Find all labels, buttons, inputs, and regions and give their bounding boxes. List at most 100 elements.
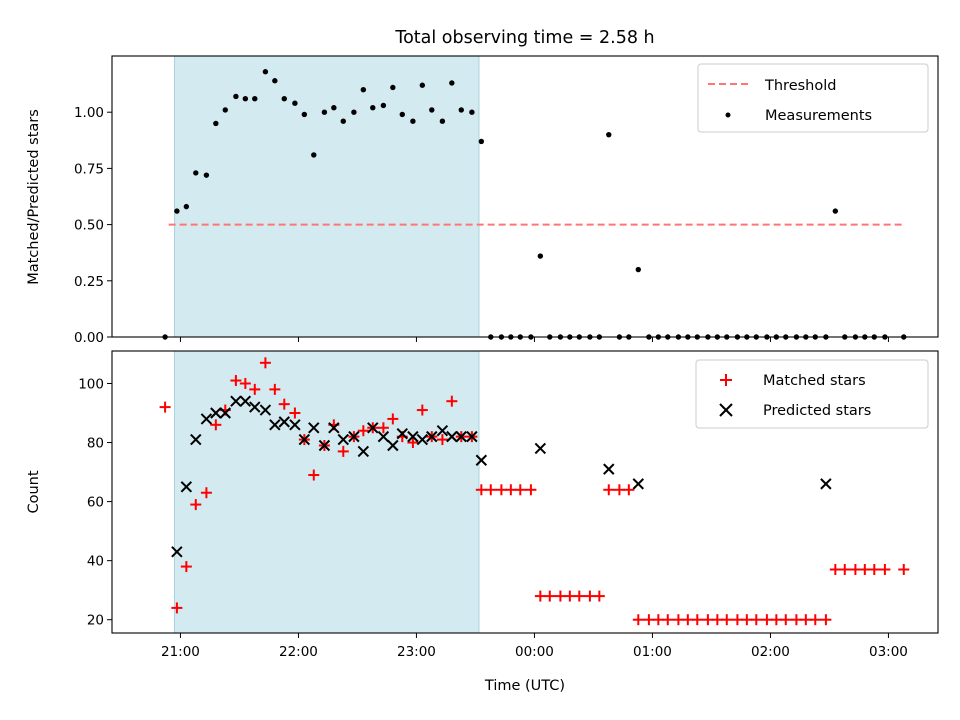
matched-star-point [171, 602, 183, 614]
matched-star-point [495, 484, 507, 496]
predicted-star-b [416, 433, 429, 446]
predicted-star-point [436, 425, 449, 437]
matched-star-point [564, 590, 576, 602]
legend-threshold-label: Threshold [764, 78, 836, 94]
predicted-star-point [249, 401, 261, 413]
predicted-star-point [190, 433, 202, 446]
measurement-point [469, 109, 475, 115]
matched-star-point [859, 564, 871, 576]
matched-star-point [721, 614, 733, 626]
legend-predicted-swatch [719, 403, 733, 417]
predicted-star-point [396, 427, 408, 440]
matched-star-point [682, 614, 694, 626]
ratio-panel: 0.00 0.25 0.50 0.75 1.00 Matched/Predicted s… [26, 55, 939, 346]
measurement-point [252, 96, 258, 102]
predicted-star-b [337, 433, 349, 446]
predicted-star-b [377, 430, 390, 443]
matched-star-point [839, 564, 851, 576]
measurement-point [635, 266, 641, 273]
measurement-point [399, 111, 405, 118]
matched-star-point [731, 614, 743, 626]
predicted-star-point [278, 416, 290, 428]
predicted-star-point [534, 442, 547, 455]
measurement-point [213, 120, 219, 127]
bottom-legend-box [695, 359, 929, 429]
matched-star-point [446, 395, 458, 407]
matched-star-point [554, 590, 566, 602]
measurement-point [606, 131, 612, 138]
matched-star-point [475, 484, 487, 496]
bottom-y-tick-label: 60 [87, 495, 104, 511]
top-x-ticks [179, 337, 889, 342]
predicted-star-point [455, 430, 467, 443]
predicted-star-point [259, 404, 272, 416]
measurement-point [419, 82, 426, 88]
predicted-star-point [269, 419, 281, 431]
predicted-star-point [407, 430, 419, 443]
measurement-point [301, 111, 308, 118]
x-tick-label: 21:00 [161, 644, 200, 660]
matched-star-point [643, 614, 655, 626]
measurement-point [340, 118, 346, 124]
matched-star-point [761, 614, 773, 626]
measurement-point [311, 152, 317, 158]
matched-star-point [337, 445, 349, 457]
predicted-star-b [171, 546, 183, 558]
bottom-axes-frame [111, 350, 939, 634]
predicted-star-b [534, 442, 547, 455]
predicted-star-b [367, 422, 379, 434]
measurement-point [832, 208, 839, 214]
matched-star-point [269, 383, 281, 395]
bottom-y-tick-label: 80 [87, 436, 104, 452]
predicted-star-b [357, 445, 370, 458]
predicted-star-point [180, 481, 193, 493]
matched-stars-series [159, 357, 910, 626]
predicted-star-point [475, 454, 488, 466]
predicted-star-b [219, 407, 231, 419]
matched-star-point [249, 383, 261, 395]
matched-star-point [377, 422, 389, 434]
bottom-y-tick-label: 40 [87, 554, 104, 570]
top-y-tick-label: 0.50 [74, 218, 104, 234]
matched-star-point [849, 564, 861, 576]
predicted-star-point [466, 430, 478, 443]
measurement-point [439, 118, 446, 124]
predicted-star-point [200, 413, 213, 425]
x-tick-label: 23:00 [397, 644, 436, 660]
predicted-star-point [230, 395, 242, 407]
predicted-star-point [298, 433, 311, 446]
matched-star-point [652, 614, 664, 626]
predicted-star-b [239, 395, 252, 407]
matched-star-point [623, 484, 635, 496]
top-y-tick-label: 0.75 [74, 161, 104, 177]
bottom-legend: Matched stars Predicted stars [695, 359, 929, 429]
matched-star-point [436, 434, 448, 446]
predicted-star-point [308, 422, 320, 434]
measurement-point [242, 96, 249, 102]
x-axis: 21:00 22:00 23:00 00:00 01:00 02:00 03:00 [161, 633, 908, 660]
predicted-star-b [426, 430, 438, 443]
x-tick-label: 22:00 [279, 644, 318, 660]
predicted-star-b [466, 430, 478, 443]
matched-star-point [200, 487, 212, 499]
matched-star-point [711, 614, 723, 626]
predicted-star-b [308, 422, 320, 434]
matched-star-point [800, 614, 812, 626]
matched-star-point [898, 564, 910, 576]
top-y-tick-label: 1.00 [74, 105, 104, 121]
measurement-point [458, 107, 464, 113]
predicted-star-b [298, 433, 311, 446]
matched-star-point [159, 401, 171, 413]
measurement-point [449, 80, 455, 86]
measurement-point [183, 203, 190, 210]
legend-matched-label: Matched stars [763, 373, 866, 389]
matched-star-point [829, 564, 841, 576]
measurement-point [203, 172, 210, 178]
x-tick-label: 01:00 [633, 644, 672, 660]
predicted-star-point [820, 478, 832, 490]
matched-star-point [387, 413, 399, 425]
predicted-star-b [436, 425, 449, 437]
matched-star-point [662, 614, 674, 626]
matched-star-point [750, 614, 762, 626]
